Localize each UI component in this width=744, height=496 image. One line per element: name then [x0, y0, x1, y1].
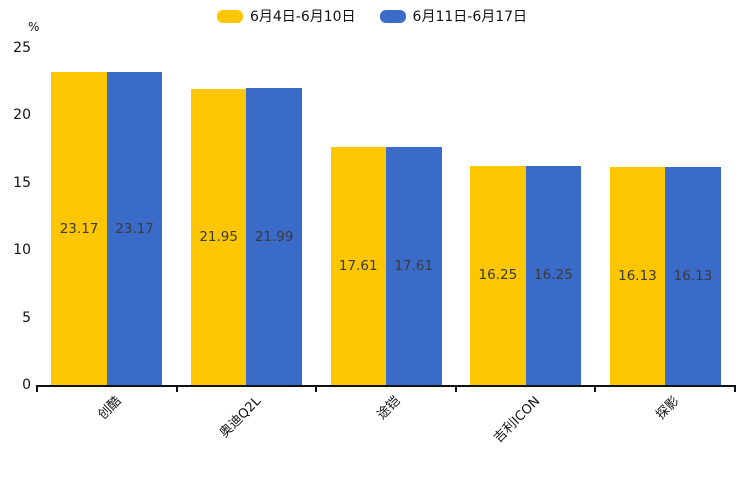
bar-week1: 16.13 — [609, 167, 666, 385]
bar-value-label: 16.13 — [673, 268, 713, 285]
legend-item-week1[interactable]: 6月4日-6月10日 — [216, 6, 356, 26]
x-axis-tick — [734, 387, 736, 392]
legend-label-week1: 6月4日-6月10日 — [249, 9, 356, 25]
x-axis-tick — [175, 387, 178, 392]
y-tick-label: 15 — [13, 174, 31, 191]
bar-week2: 16.13 — [665, 167, 721, 385]
bar-week1: 16.25 — [470, 165, 526, 385]
bar-value-label: 21.95 — [199, 228, 238, 245]
bar-value-label: 21.99 — [254, 228, 294, 245]
bar-week2: 17.61 — [386, 147, 442, 385]
bar-value-label: 16.25 — [478, 267, 518, 284]
bar-value-label: 23.17 — [59, 220, 99, 237]
x-category-label: 创酷 — [95, 393, 125, 423]
y-tick-label: 10 — [13, 242, 31, 258]
plot-area: 23.17 23.17 21.95 21.99 17.61 17.61 16.25 16.25… — [37, 48, 735, 385]
x-category-label: 途铠 — [374, 393, 404, 423]
x-axis-line — [36, 385, 736, 387]
bar-value-label: 23.17 — [115, 220, 154, 237]
legend-swatch-week2-icon — [379, 9, 406, 23]
chart-legend: 6月4日-6月10日 6月11日-6月17日 — [0, 6, 744, 26]
bar-value-label: 17.61 — [394, 258, 434, 275]
y-tick-label: 0 — [22, 377, 31, 393]
bar-week1: 21.95 — [190, 88, 247, 385]
bar-week1: 23.17 — [51, 72, 107, 385]
bar-week2: 16.25 — [525, 165, 582, 385]
x-axis-tick — [36, 387, 38, 392]
legend-swatch-week1-icon — [216, 9, 243, 23]
x-category-label: 探影 — [653, 393, 683, 423]
x-axis-tick — [594, 387, 597, 392]
y-axis-tick-labels: 0 5 10 15 20 25 — [0, 0, 31, 496]
x-category-label: 吉利ICON — [490, 393, 544, 447]
legend-item-week2[interactable]: 6月11日-6月17日 — [379, 6, 528, 26]
bar-week2: 23.17 — [106, 72, 163, 385]
x-axis-tick — [315, 387, 318, 392]
bar-value-label: 16.13 — [618, 268, 657, 285]
x-axis-tick — [454, 387, 457, 392]
y-tick-label: 20 — [13, 107, 31, 123]
y-tick-label: 5 — [22, 309, 31, 326]
y-tick-label: 25 — [13, 39, 31, 56]
x-category-label: 奥迪Q2L — [216, 393, 264, 442]
bar-week1: 17.61 — [330, 147, 386, 385]
legend-label-week2: 6月11日-6月17日 — [412, 9, 528, 25]
bar-value-label: 17.61 — [338, 258, 378, 275]
bar-week2: 21.99 — [246, 88, 302, 385]
bar-value-label: 16.25 — [534, 267, 573, 284]
y-axis-unit-label: % — [28, 20, 40, 34]
